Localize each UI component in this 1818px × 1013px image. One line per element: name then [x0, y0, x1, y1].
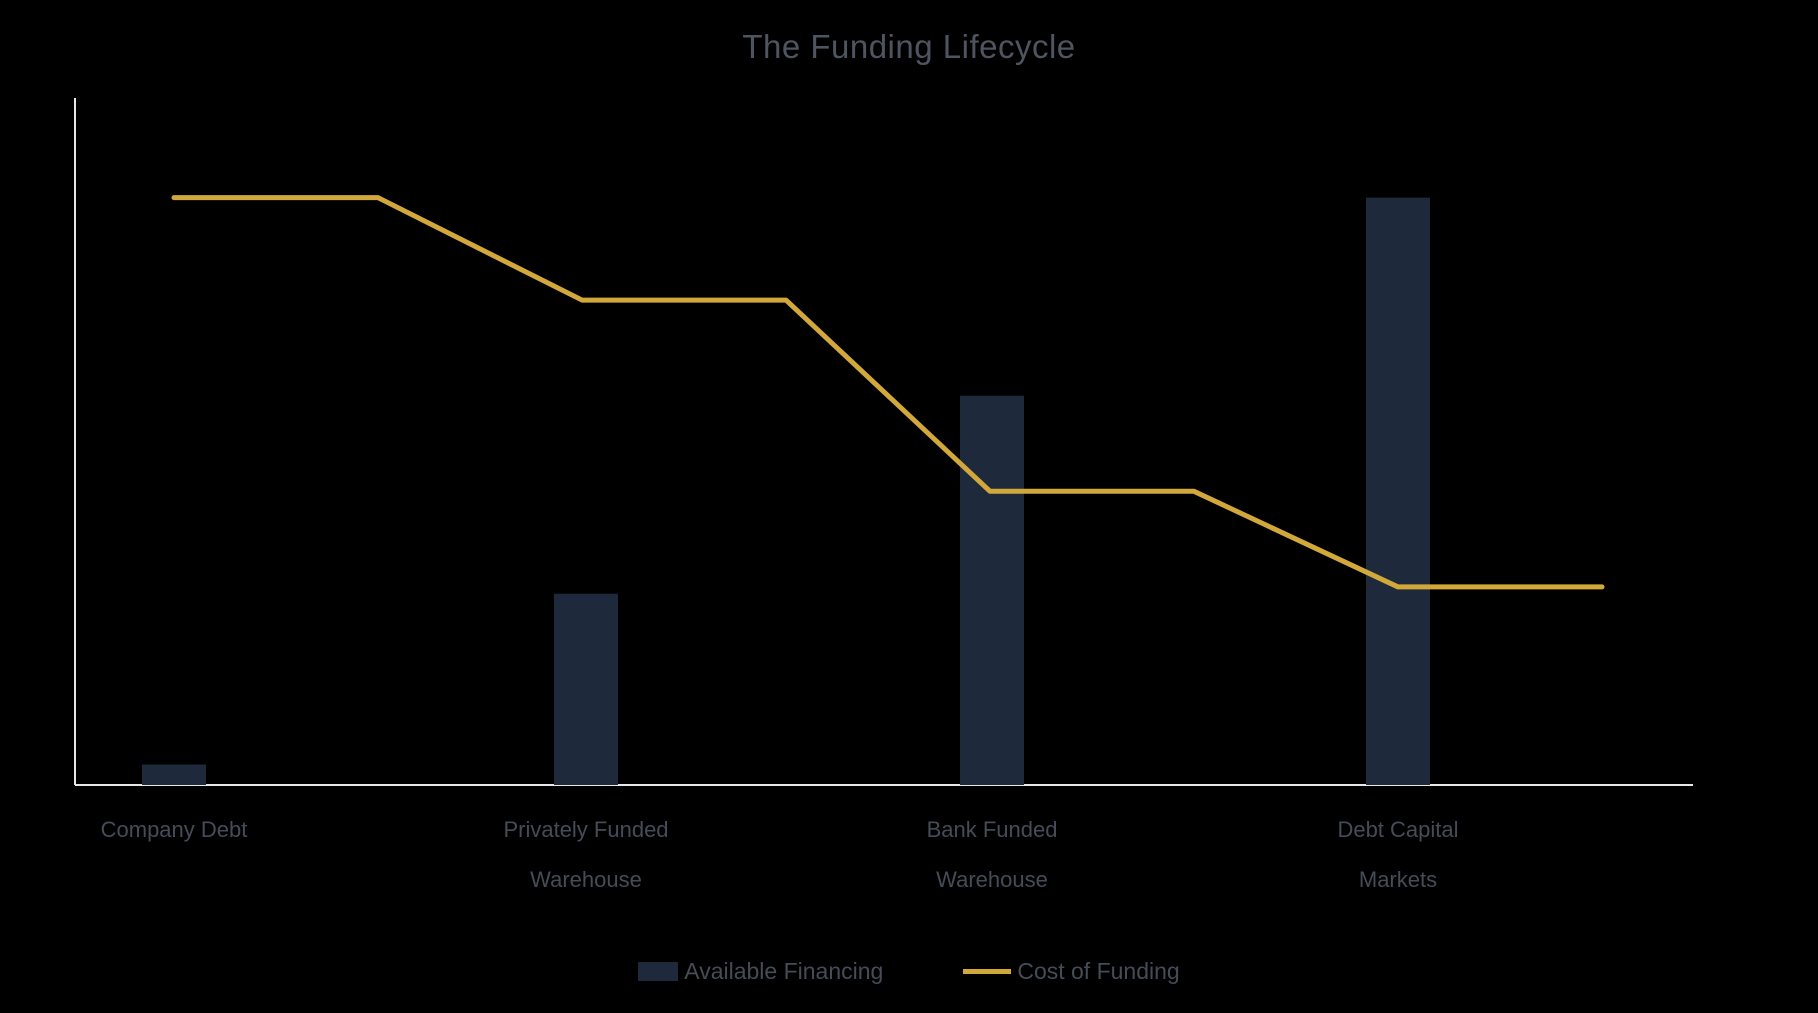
category-label-line: Privately Funded [503, 817, 669, 842]
line-series-swatch [963, 969, 1012, 974]
category-label-line: Warehouse [530, 867, 642, 892]
bar-0 [142, 764, 206, 785]
category-label-privately-funded-warehouse: Privately Funded Warehouse [406, 805, 766, 905]
bar-3 [1366, 197, 1430, 785]
category-label-line: Warehouse [936, 867, 1048, 892]
bar-series-swatch [638, 962, 679, 981]
legend: Available Financing Cost of Funding [0, 958, 1818, 985]
category-label-line: Company Debt [100, 817, 248, 842]
bar-2 [960, 395, 1024, 785]
category-label-company-debt: Company Debt [0, 805, 354, 855]
legend-label-available-financing: Available Financing [684, 958, 884, 984]
bar-1 [554, 593, 618, 785]
chart-title: The Funding Lifecycle [742, 28, 1076, 65]
category-label-debt-capital-markets: Debt Capital Markets [1218, 805, 1578, 905]
category-label-line: Bank Funded [926, 817, 1058, 842]
category-label-line: Markets [1358, 867, 1438, 892]
legend-item-cost-of-funding: Cost of Funding [963, 958, 1180, 985]
legend-label-cost-of-funding: Cost of Funding [1017, 958, 1180, 984]
category-label-line: Debt Capital [1337, 817, 1459, 842]
category-label-bank-funded-warehouse: Bank Funded Warehouse [812, 805, 1172, 905]
legend-item-available-financing: Available Financing [638, 958, 883, 985]
cost-of-funding-line [171, 195, 1605, 590]
